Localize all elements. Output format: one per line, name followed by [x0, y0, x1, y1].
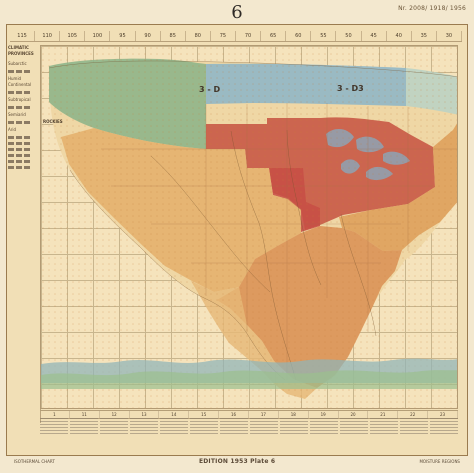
bottom-scale-label: 16: [219, 411, 249, 418]
map-region-small-label: ROCKIES: [43, 119, 63, 124]
bottom-scale-label: 13: [130, 411, 160, 418]
legend-line-block: [8, 166, 30, 169]
legend-label: Subarctic: [8, 61, 27, 66]
table-data-column: [190, 418, 218, 436]
top-scale-label: 70: [236, 31, 262, 41]
legend-line-block: [8, 148, 30, 151]
legend-line-block: [8, 142, 30, 145]
river-line: [230, 130, 297, 381]
legend-label: Semiarid: [8, 112, 26, 117]
textured-land-overlay: [41, 46, 457, 408]
bottom-data-table: [40, 418, 458, 436]
top-scale-label: 40: [387, 31, 412, 41]
legend-heading: CLIMATIC PROVINCES: [8, 45, 34, 56]
plate-number: 6: [231, 2, 243, 23]
footer-center-title: EDITION 1953 Plate 6: [198, 457, 276, 465]
top-scale-label: 100: [85, 31, 111, 41]
legend-line-block: [8, 106, 30, 109]
table-data-column: [400, 418, 428, 436]
table-data-column: [310, 418, 338, 436]
legend-line-block: [8, 136, 30, 139]
top-scale-label: 55: [311, 31, 337, 41]
legend-line-block: [8, 160, 30, 163]
map-frame: 3 - D 3 - D3 ROCKIES: [40, 45, 458, 409]
bottom-scale-label: 1: [40, 411, 70, 418]
legend-line-block: [8, 154, 30, 157]
river-line: [340, 213, 377, 337]
bottom-scale-label: 18: [279, 411, 309, 418]
top-scale-label: 50: [336, 31, 362, 41]
top-scale-label: 110: [35, 31, 61, 41]
legend-line-block: [8, 91, 30, 94]
top-scale-label: 105: [60, 31, 86, 41]
river-line: [150, 155, 271, 293]
table-data-column: [430, 418, 458, 436]
top-scale-label: 65: [261, 31, 287, 41]
map-footer: ISOTHERMAL CHART EDITION 1953 Plate 6 MO…: [14, 455, 460, 467]
legend-label: Humid Continental: [8, 76, 32, 87]
legend-label: Subtropical: [8, 97, 31, 102]
bottom-scale-label: 17: [249, 411, 279, 418]
coast-line: [48, 60, 457, 77]
north-america-climate-map: [41, 46, 457, 408]
footer-left-text: ISOTHERMAL CHART: [14, 458, 55, 464]
top-scale-label: 30: [437, 31, 462, 41]
table-data-column: [250, 418, 278, 436]
table-data-column: [220, 418, 248, 436]
bottom-scale: 1 11 12 13 14 15 16 17 18 19 20 21 22 23: [40, 410, 458, 419]
river-line: [286, 129, 322, 286]
top-scale-label: 60: [286, 31, 312, 41]
top-longitude-scale: 115 110 105 100 95 90 85 80 75 70 65 60 …: [10, 31, 462, 42]
bottom-scale-label: 12: [100, 411, 130, 418]
bottom-scale-label: 21: [368, 411, 399, 418]
top-scale-label: 80: [186, 31, 211, 41]
bottom-scale-label: 19: [309, 411, 339, 418]
table-data-column: [340, 418, 368, 436]
northern-band-label-left: 3 - D: [199, 85, 221, 94]
top-scale-label: 115: [10, 31, 36, 41]
top-scale-label: 75: [211, 31, 236, 41]
left-legend-panel: CLIMATIC PROVINCES Subarctic Humid Conti…: [8, 45, 41, 423]
corner-note: Nr. 2008/ 1918/ 1956: [398, 5, 466, 12]
bottom-green-data-band: [41, 370, 457, 389]
state-boundary-grid: [101, 103, 457, 380]
table-data-column: [130, 418, 158, 436]
table-data-column: [160, 418, 188, 436]
bottom-scale-label: 14: [159, 411, 190, 418]
bottom-scale-label: 15: [189, 411, 220, 418]
table-data-column: [70, 418, 98, 436]
top-scale-label: 95: [110, 31, 136, 41]
bottom-scale-label: 23: [428, 411, 458, 418]
bottom-scale-label: 11: [70, 411, 100, 418]
footer-right-text: MOISTURE REGIONS: [419, 458, 460, 464]
table-data-column: [40, 418, 68, 436]
northern-band-label-right: 3 - D3: [337, 84, 364, 93]
top-scale-label: 45: [362, 31, 387, 41]
legend-line-block: [8, 70, 30, 73]
top-scale-label: 35: [412, 31, 437, 41]
table-data-column: [100, 418, 128, 436]
legend-label: Arid: [8, 127, 17, 132]
top-scale-label: 90: [136, 31, 161, 41]
top-scale-label: 85: [161, 31, 186, 41]
coast-line: [69, 169, 286, 381]
table-data-column: [280, 418, 308, 436]
bottom-scale-label: 22: [398, 411, 429, 418]
table-data-column: [370, 418, 398, 436]
legend-line-block: [8, 121, 30, 124]
bottom-scale-label: 20: [339, 411, 369, 418]
